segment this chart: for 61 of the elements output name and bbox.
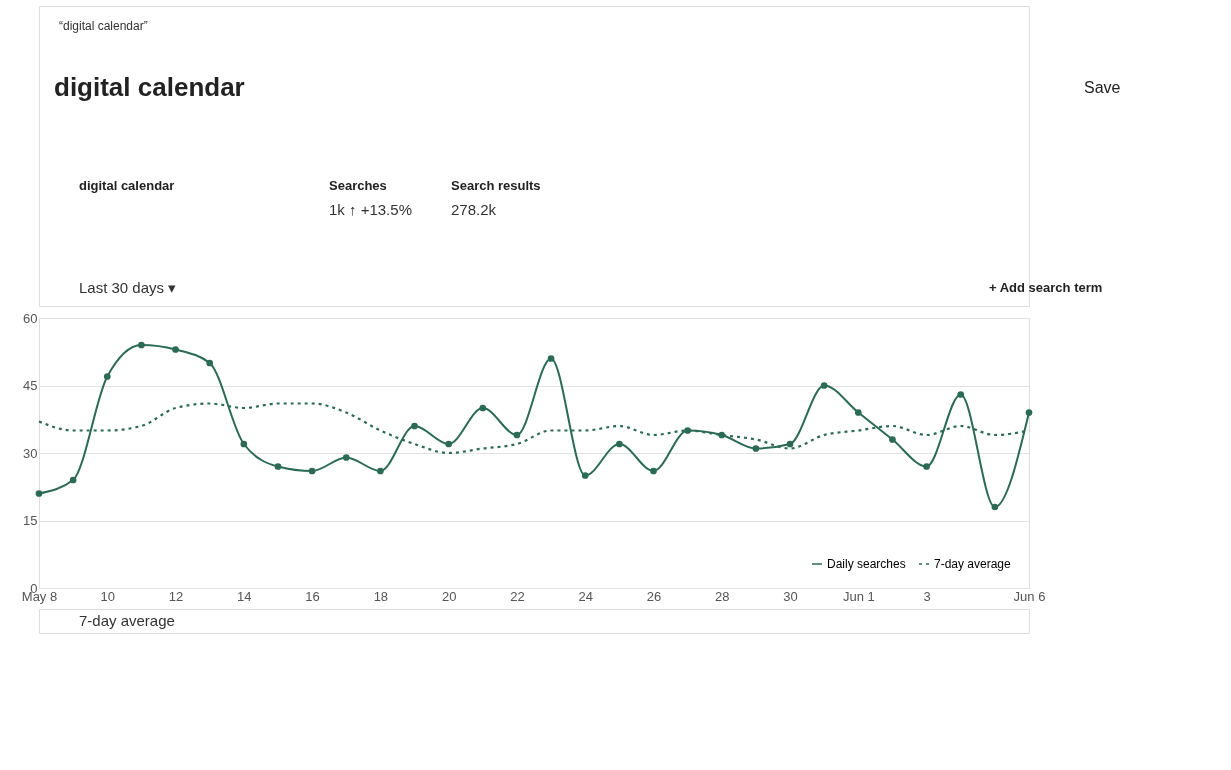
text: digital calendar	[54, 72, 245, 102]
point	[786, 440, 794, 448]
point	[206, 359, 214, 367]
text: + Add search term	[989, 280, 1103, 295]
x-tick-label: 26	[646, 588, 662, 604]
point	[342, 454, 350, 461]
x-tick-label: 30	[783, 588, 798, 604]
point	[479, 404, 487, 412]
point	[957, 391, 965, 398]
x-tick-label: 3	[923, 588, 931, 604]
text: 278.2k	[451, 201, 497, 218]
point	[854, 409, 862, 416]
point	[650, 467, 657, 475]
point	[103, 373, 111, 380]
point	[547, 355, 555, 362]
text: “digital calendar”	[59, 19, 148, 33]
y-tick-label: 30	[23, 445, 38, 461]
point	[889, 436, 896, 443]
x-tick-label: 22	[510, 588, 525, 604]
point	[35, 490, 43, 497]
point	[923, 463, 930, 470]
legend-label: Daily searches	[827, 557, 906, 571]
point	[308, 467, 316, 475]
y-tick-label: 60	[23, 310, 38, 326]
point	[820, 382, 828, 389]
x-tick-label: 16	[305, 588, 320, 604]
legend-label: 7-day average	[934, 557, 1012, 571]
point	[274, 463, 282, 470]
point	[240, 440, 248, 448]
point	[752, 445, 760, 452]
point	[1025, 409, 1033, 416]
point	[718, 431, 726, 439]
x-tick-label: 14	[237, 588, 252, 604]
point	[581, 472, 589, 479]
chart-title: digital calendar	[79, 178, 175, 193]
point	[684, 427, 691, 434]
y-tick-label: 15	[23, 513, 38, 528]
x-tick-label: 20	[441, 588, 457, 604]
point	[445, 440, 453, 448]
point	[172, 346, 179, 353]
x-tick-label: 10	[100, 588, 116, 604]
point	[991, 503, 999, 511]
y-tick-label: 45	[23, 378, 38, 393]
text: Save	[1084, 79, 1121, 96]
point	[138, 341, 145, 349]
point	[69, 476, 77, 484]
text: Last 30 days ▾	[79, 279, 177, 296]
point	[513, 431, 521, 439]
x-tick-label: 24	[578, 588, 593, 604]
x-tick-label: 18	[373, 588, 389, 604]
point	[411, 422, 418, 430]
x-tick-label: Jun 6	[1013, 588, 1046, 604]
text: Search results	[451, 178, 541, 193]
text: 7-day average	[79, 612, 175, 629]
text: Searches	[329, 178, 387, 193]
text: 1k ↑ +13.5%	[329, 201, 412, 218]
x-tick-label: Jun 1	[842, 588, 875, 604]
x-tick-label: 12	[168, 588, 184, 604]
point	[615, 440, 623, 448]
x-tick-label: 28	[715, 588, 730, 604]
point	[377, 467, 384, 475]
